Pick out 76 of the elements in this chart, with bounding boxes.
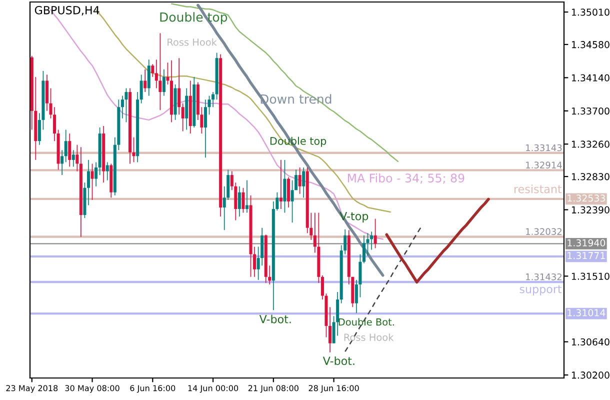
annotation: resistant — [514, 184, 562, 194]
x-tick-label: 6 Jun 16:00 — [130, 385, 176, 393]
candlestick — [60, 150, 64, 176]
candlestick — [290, 180, 294, 223]
y-tick-label: 1.34140 — [572, 74, 610, 82]
candlestick — [204, 99, 207, 158]
line-series — [385, 198, 490, 284]
y-tick-label: 1.31510 — [572, 272, 610, 280]
candlestick — [64, 129, 68, 163]
candlestick — [302, 167, 306, 198]
candlestick — [94, 162, 98, 187]
candlestick — [76, 144, 79, 172]
candlestick — [370, 231, 374, 250]
annotation: Double Bot. — [338, 318, 394, 326]
y-tick-label: 1.33700 — [572, 107, 610, 115]
annotation: V-bot. — [259, 314, 291, 324]
candlestick — [53, 106, 56, 142]
candlestick — [260, 227, 264, 266]
candlestick — [124, 88, 128, 123]
candlestick — [158, 32, 162, 111]
y-tick-label: 1.35010 — [572, 8, 610, 16]
candlestick — [294, 169, 298, 191]
candlestick — [298, 167, 302, 194]
x-tick-label: 23 May 2018 — [6, 385, 58, 393]
candlestick — [279, 160, 282, 210]
candlestick — [162, 68, 166, 96]
annotation: MA Fibo - 34; 55; 89 — [348, 173, 464, 184]
candlestick — [178, 58, 181, 116]
chart-title: GBPUSD,H4 — [34, 6, 100, 16]
candlestick — [362, 234, 366, 264]
ref-line-label: 1.31940 — [568, 239, 606, 246]
candlestick — [72, 150, 75, 168]
annotation: Double top — [160, 12, 228, 24]
candlestick — [120, 95, 124, 119]
x-tick-label: 21 Jun 08:00 — [248, 385, 298, 393]
y-tick-label: 1.30200 — [572, 372, 610, 379]
annotation: Ross Hook — [168, 38, 217, 46]
x-tick-label: 28 Jun 16:00 — [308, 385, 359, 393]
ref-line-label: 1.33143 — [526, 144, 562, 152]
candlestick — [106, 162, 109, 181]
annotation: support — [520, 285, 562, 296]
x-tick-label: 30 May 08:00 — [65, 385, 120, 393]
y-tick-label: 1.34580 — [572, 41, 610, 48]
candlestick — [185, 88, 188, 130]
x-tick-label: 14 Jun 00:00 — [188, 385, 238, 393]
candlestick — [147, 59, 150, 96]
candlestick — [238, 186, 241, 217]
annotation: V-bot. — [322, 356, 354, 366]
candlestick — [132, 136, 136, 163]
ref-line-label: 1.31014 — [568, 309, 606, 316]
candlestick — [287, 176, 290, 208]
candlestick — [86, 160, 90, 206]
ref-line-label: 1.31771 — [568, 252, 605, 260]
candlestick — [242, 187, 245, 214]
candlestick — [90, 163, 94, 200]
candlestick — [245, 180, 249, 214]
ref-line-label: 1.32032 — [526, 228, 562, 235]
candlestick — [140, 74, 143, 104]
candlestick — [151, 64, 154, 78]
y-tick-label: 1.33260 — [572, 140, 610, 148]
ref-line-label: 1.32914 — [526, 162, 562, 168]
annotation: Ross Hook — [344, 333, 394, 341]
y-tick-label: 1.32390 — [572, 206, 610, 214]
candlestick — [68, 133, 72, 168]
candlestick — [154, 59, 158, 89]
candlestick — [374, 218, 377, 249]
candlestick — [366, 232, 370, 256]
ref-line-label: 1.32533 — [568, 194, 605, 202]
candlestick — [181, 102, 184, 132]
ref-line-label: 1.31432 — [526, 273, 562, 280]
candlestick — [45, 74, 48, 112]
candlestick — [144, 68, 147, 92]
candlestick — [283, 160, 286, 214]
y-tick-label: 1.32830 — [572, 173, 610, 180]
y-tick-label: 1.30640 — [572, 338, 610, 346]
candlestick — [212, 92, 215, 108]
